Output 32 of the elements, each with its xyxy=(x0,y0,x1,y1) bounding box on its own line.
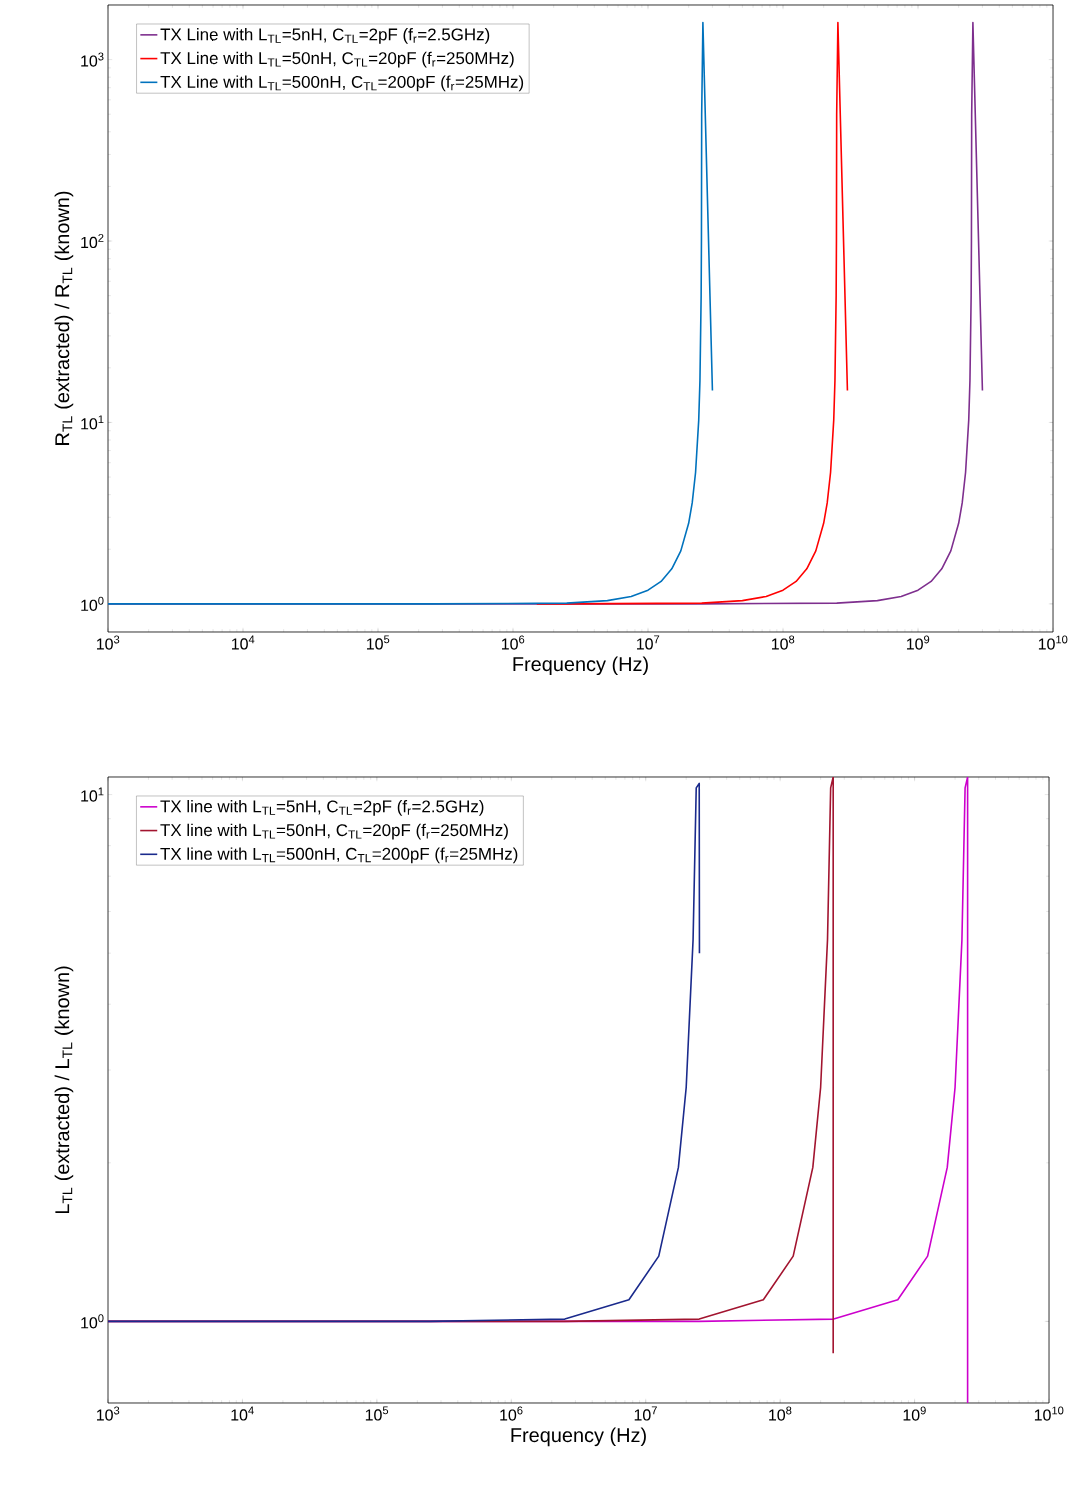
x-tick-label: 10$^{10}$ xyxy=(1038,635,1068,650)
y-tick-label: 10$^{3}$ xyxy=(81,52,104,67)
x-tick-label: 10$^{7}$ xyxy=(637,635,660,650)
legend-label: TX Line with L$_{TL}$=50nH, C$_{TL}$=20pF (f$_{r}$=250MHz) xyxy=(160,51,514,68)
x-tick-label: 10$^{7}$ xyxy=(634,1406,657,1421)
x-tick-label: 10$^{8}$ xyxy=(772,635,795,650)
x-tick-label: 10$^{9}$ xyxy=(907,635,930,650)
x-axis-title: Frequency (Hz) xyxy=(513,656,648,676)
x-tick-label: 10$^{4}$ xyxy=(232,635,255,650)
x-tick-label: 10$^{4}$ xyxy=(231,1406,254,1421)
x-tick-label: 10$^{5}$ xyxy=(367,635,390,650)
y-tick-label: 10$^{0}$ xyxy=(81,1314,104,1329)
legend-label: TX line with L$_{TL}$=500nH, C$_{TL}$=200pF (f$_{r}$=25MHz) xyxy=(160,847,518,864)
y-tick-label: 10$^{1}$ xyxy=(81,415,104,430)
y-axis-title: L$_{TL}$ (extracted) / L$_{TL}$ (known) xyxy=(54,966,74,1214)
legend-label: TX Line with L$_{TL}$=5nH, C$_{TL}$=2pF (f$_{r}$=2.5GHz) xyxy=(160,27,490,44)
x-tick-label: 10$^{5}$ xyxy=(365,1406,389,1421)
x-tick-label: 10$^{9}$ xyxy=(903,1406,926,1421)
x-tick-label: 10$^{3}$ xyxy=(97,1406,120,1421)
y-tick-label: 10$^{1}$ xyxy=(81,787,104,802)
x-tick-label: 10$^{8}$ xyxy=(769,1406,792,1421)
legend-label: TX line with L$_{TL}$=5nH, C$_{TL}$=2pF (f$_{r}$=2.5GHz) xyxy=(160,799,484,816)
x-tick-label: 10$^{6}$ xyxy=(502,635,525,650)
x-tick-label: 10$^{10}$ xyxy=(1034,1406,1064,1421)
x-tick-label: 10$^{3}$ xyxy=(97,635,120,650)
y-axis-title: R$_{TL}$ (extracted) / R$_{TL}$ (known) xyxy=(54,191,74,445)
legend-label: TX Line with L$_{TL}$=500nH, C$_{TL}$=200pF (f$_{r}$=25MHz) xyxy=(160,75,524,92)
y-tick-label: 10$^{0}$ xyxy=(81,596,104,611)
legend-label: TX line with L$_{TL}$=50nH, C$_{TL}$=20pF (f$_{r}$=250MHz) xyxy=(160,823,508,840)
x-axis-title: Frequency (Hz) xyxy=(511,1427,646,1447)
y-tick-label: 10$^{2}$ xyxy=(81,233,104,249)
x-tick-label: 10$^{6}$ xyxy=(500,1406,523,1421)
